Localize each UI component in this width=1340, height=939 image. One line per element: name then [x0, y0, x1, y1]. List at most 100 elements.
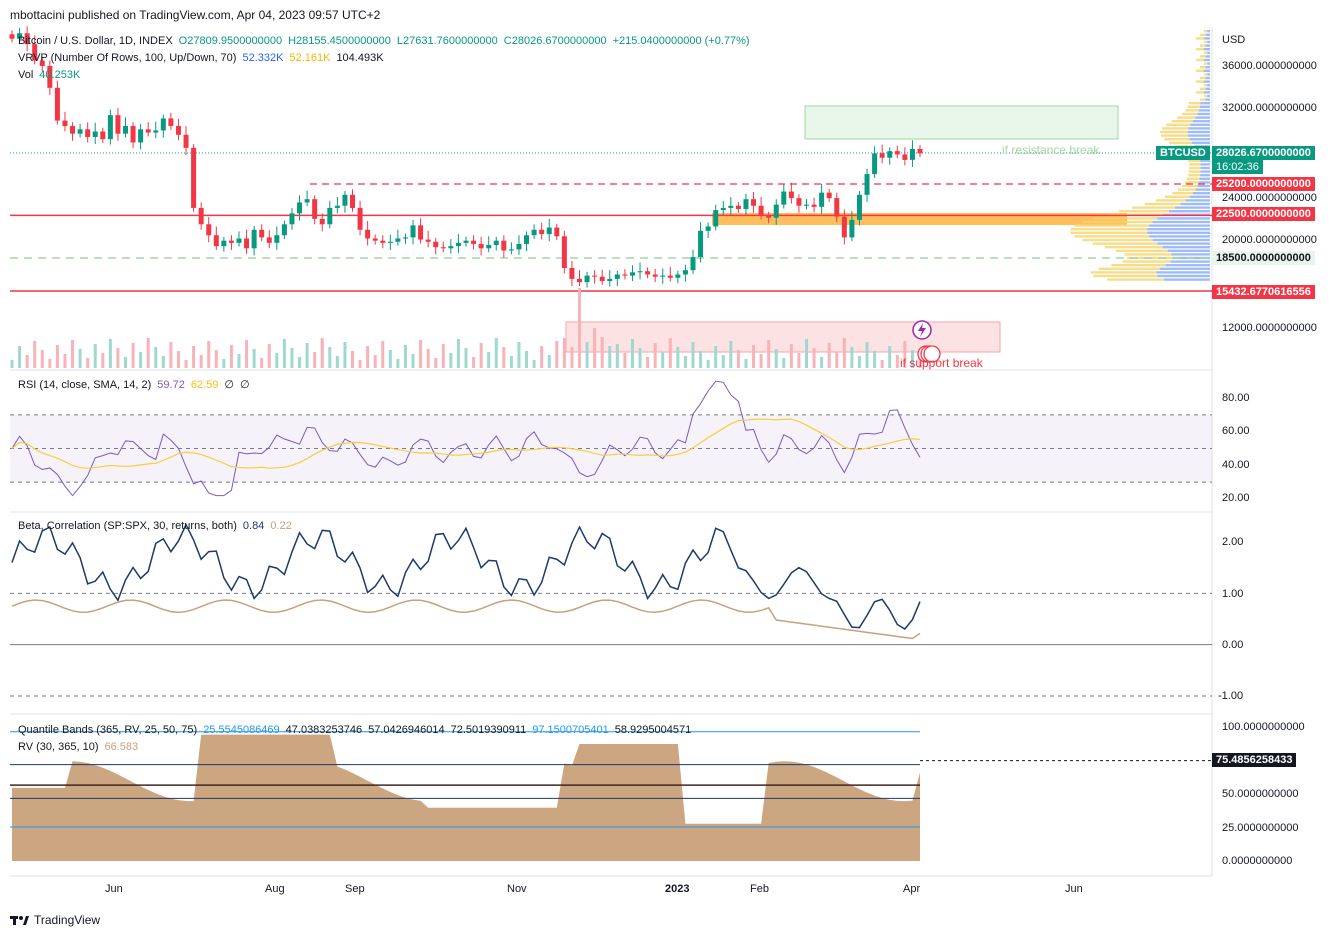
vrvp-bar-up	[1205, 98, 1210, 101]
rsi-tick: 60.00	[1222, 425, 1250, 437]
candle-body	[819, 192, 825, 207]
volume-bar	[456, 339, 460, 368]
volume-bar	[805, 339, 808, 368]
time-tick: Apr	[903, 883, 921, 895]
vrvp-bar-down	[1188, 102, 1201, 105]
volume-bar	[351, 351, 354, 368]
candle-body	[107, 115, 113, 140]
vrvp-bar-down	[1092, 242, 1158, 245]
candle-body	[902, 154, 908, 160]
volume-bar	[71, 340, 75, 368]
candle-body	[418, 225, 424, 240]
volume-bar	[366, 346, 370, 368]
vrvp-bar-down	[1161, 127, 1189, 130]
volume-bar	[873, 351, 877, 368]
volume-bar	[176, 351, 180, 368]
vrvp-bar-up	[1203, 91, 1210, 94]
change-value: +215.0400000000 (+0.77%)	[612, 35, 750, 47]
candle-body	[175, 126, 181, 135]
vrvp-bar-up	[1203, 69, 1210, 72]
vrvp-legend: VRVP (Number Of Rows, 100, Up/Down, 70) 5…	[18, 52, 390, 64]
candle-body	[448, 246, 454, 249]
vrvp-bar-down	[1200, 55, 1206, 58]
volume-bar	[260, 358, 264, 368]
vrvp-bar-down	[1188, 174, 1201, 177]
volume-bar	[540, 346, 544, 368]
beta-value: 0.84	[242, 520, 265, 532]
candle-body	[372, 238, 378, 241]
high-label: H	[288, 35, 297, 47]
resistance-annotation[interactable]: if resistance break	[1002, 143, 1100, 157]
volume-bar	[820, 357, 824, 368]
qb-name[interactable]: Quantile Bands (365, RV, 25, 50, 75)	[18, 724, 198, 736]
vrvp-bar-down	[1164, 138, 1190, 141]
candle-body	[70, 126, 76, 134]
volume-bar	[139, 352, 143, 368]
qb-v4: 72.5019390911	[450, 724, 527, 736]
vrvp-bar-up	[1192, 120, 1210, 123]
candle-body	[221, 240, 227, 247]
vrvp-bar-up	[1205, 87, 1210, 90]
low-value: 27631.7600000000	[402, 35, 498, 47]
qb-tick: 0.0000000000	[1222, 855, 1293, 867]
vrvp-bar-up	[1159, 267, 1210, 270]
candle-body	[365, 229, 371, 239]
qb-legend: Quantile Bands (365, RV, 25, 50, 75) 25.5…	[18, 724, 697, 736]
vrvp-bar-up	[1165, 264, 1210, 267]
rv-name[interactable]: RV (30, 365, 10)	[18, 741, 99, 753]
candle-body	[77, 129, 83, 134]
candle-body	[841, 216, 847, 238]
volume-bar	[835, 352, 839, 368]
level-22500-tag: 22500.0000000000	[1212, 207, 1315, 221]
volume-bar	[207, 341, 211, 368]
volume-bar	[857, 356, 861, 368]
vrvp-bar-up	[1207, 62, 1210, 65]
volume-bar	[388, 350, 392, 368]
volume-bar	[797, 353, 801, 368]
vrvp-bar-up	[1171, 253, 1210, 256]
time-tick: 2023	[665, 883, 690, 895]
vrvp-bar-up	[1157, 217, 1210, 220]
candle-body	[524, 235, 530, 244]
vrvp-bar-down	[1107, 278, 1164, 281]
vrvp-bar-down	[1184, 181, 1199, 184]
candle-body	[735, 205, 741, 210]
candle-body	[463, 240, 469, 243]
volume-bar	[714, 346, 718, 368]
volume-bar	[86, 358, 90, 368]
candle-body	[183, 134, 189, 148]
volume-bar	[199, 355, 203, 368]
vrvp-total: 104.493K	[336, 52, 384, 64]
candle-body	[614, 274, 620, 279]
vol-name[interactable]: Vol	[18, 69, 34, 81]
candle-body	[788, 191, 794, 199]
candle-body	[675, 274, 681, 278]
candle-body	[312, 199, 318, 219]
candle-body	[577, 278, 582, 283]
vrvp-bar-down	[1098, 267, 1160, 270]
symbol-name[interactable]: Bitcoin / U.S. Dollar, 1D, INDEX	[18, 35, 173, 47]
vrvp-bar-up	[1200, 159, 1210, 162]
candle-body	[622, 274, 628, 276]
footer[interactable]: TradingView	[10, 913, 100, 927]
vrvp-bar-up	[1205, 55, 1210, 58]
candle-body	[350, 194, 355, 208]
volume-bar	[229, 345, 233, 368]
rsi-name[interactable]: RSI (14, close, SMA, 14, 2)	[18, 379, 152, 391]
volume-bar	[555, 341, 559, 368]
vrvp-name[interactable]: VRVP (Number Of Rows, 100, Up/Down, 70)	[18, 52, 237, 64]
beta-name[interactable]: Beta, Correlation (SP:SPX, 30, returns, …	[18, 520, 237, 532]
candle-body	[327, 207, 333, 225]
candle-body	[433, 241, 439, 248]
rsi-sma-line	[11, 418, 921, 469]
candle-body	[864, 174, 870, 195]
support-annotation[interactable]: if support break	[900, 356, 983, 370]
volume-bar	[502, 347, 506, 368]
price-tick: 24000.0000000000	[1222, 192, 1317, 204]
candle-body	[682, 270, 688, 275]
candle-body	[849, 219, 855, 238]
open-label: O	[178, 35, 188, 47]
candle-body	[834, 198, 840, 217]
vrvp-bar-down	[1115, 249, 1168, 252]
